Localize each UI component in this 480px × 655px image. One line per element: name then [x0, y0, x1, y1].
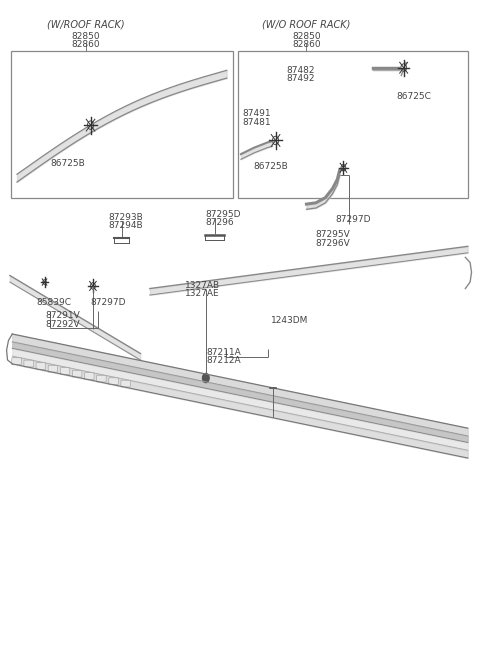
FancyBboxPatch shape	[12, 358, 21, 365]
Text: 86725B: 86725B	[253, 162, 288, 171]
Text: 82860: 82860	[72, 41, 100, 49]
Text: 87295V: 87295V	[315, 230, 350, 239]
Text: 87492: 87492	[287, 74, 315, 83]
Text: 82860: 82860	[292, 41, 321, 49]
Text: 87296: 87296	[206, 218, 234, 227]
Text: 87212A: 87212A	[207, 356, 241, 365]
Text: (W/O ROOF RACK): (W/O ROOF RACK)	[262, 19, 350, 29]
Text: 87294B: 87294B	[108, 221, 143, 230]
FancyBboxPatch shape	[84, 373, 94, 379]
FancyBboxPatch shape	[60, 367, 70, 375]
Text: 87291V: 87291V	[46, 311, 80, 320]
FancyBboxPatch shape	[48, 365, 58, 372]
Text: 87211A: 87211A	[207, 348, 241, 356]
Text: 82850: 82850	[292, 32, 321, 41]
FancyBboxPatch shape	[72, 370, 82, 377]
Text: 87481: 87481	[242, 118, 271, 126]
FancyBboxPatch shape	[96, 375, 106, 382]
Text: 1327AE: 1327AE	[185, 290, 220, 298]
Bar	[238, 52, 468, 198]
Text: 86725B: 86725B	[50, 159, 85, 168]
Text: 87297D: 87297D	[91, 298, 126, 307]
Text: 86725C: 86725C	[396, 92, 432, 102]
Text: 1243DM: 1243DM	[271, 316, 309, 325]
Text: 82850: 82850	[72, 32, 100, 41]
Text: 87296V: 87296V	[315, 238, 350, 248]
FancyBboxPatch shape	[109, 378, 118, 384]
FancyBboxPatch shape	[121, 380, 131, 387]
Text: 1327AB: 1327AB	[185, 281, 221, 290]
Text: 87491: 87491	[242, 109, 271, 119]
Text: 87482: 87482	[287, 66, 315, 75]
Text: 87297D: 87297D	[335, 215, 371, 224]
FancyBboxPatch shape	[36, 363, 46, 369]
Bar	[12, 52, 233, 198]
Circle shape	[203, 373, 209, 383]
Text: 87292V: 87292V	[46, 320, 80, 329]
Text: 87295D: 87295D	[206, 210, 241, 219]
Text: (W/ROOF RACK): (W/ROOF RACK)	[47, 19, 125, 29]
Text: 85839C: 85839C	[36, 298, 71, 307]
FancyBboxPatch shape	[24, 360, 34, 367]
Text: 87293B: 87293B	[108, 213, 143, 221]
